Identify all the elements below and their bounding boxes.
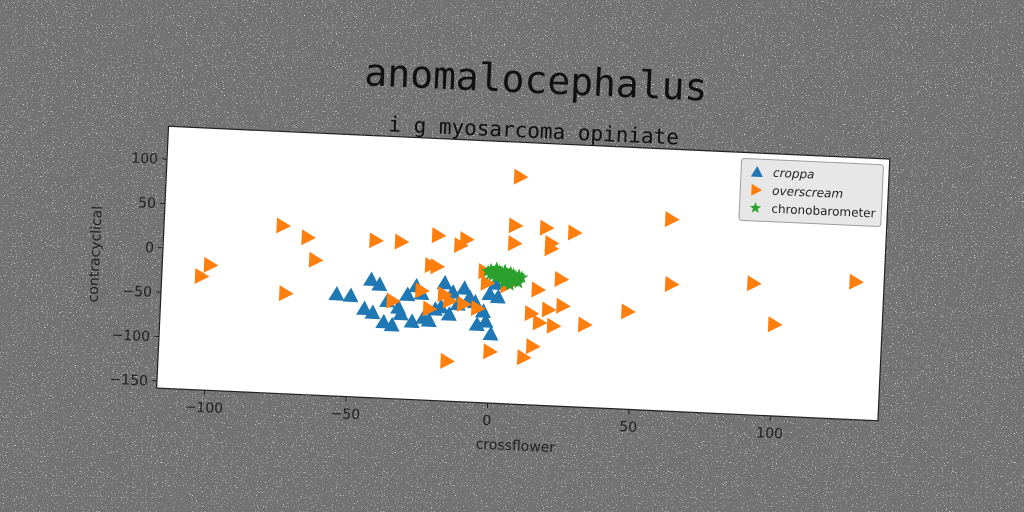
x-axis: −100 −50 0 50 100 (184, 390, 783, 442)
overscream-point (525, 338, 541, 355)
overscream-point (524, 305, 540, 322)
overscream-point (546, 317, 562, 334)
overscream-point (532, 314, 548, 331)
legend-marker-overscream (751, 183, 763, 196)
croppa-point (375, 313, 392, 329)
overscream-point (507, 235, 523, 252)
overscream-point (664, 211, 680, 228)
y-tick-label: 100 (131, 150, 158, 167)
croppa-point (356, 300, 373, 316)
croppa-point (456, 280, 473, 295)
legend-box (738, 157, 884, 228)
overscream-point (746, 275, 762, 292)
croppa-point (399, 286, 416, 302)
overscream-point (577, 316, 593, 333)
overscream-point (431, 227, 447, 244)
croppa-point (390, 299, 407, 315)
overscream-point (415, 282, 430, 299)
series-overscream (194, 168, 864, 369)
y-axis: −150 −100 −50 0 50 100 (109, 150, 168, 390)
overscream-point (453, 237, 469, 254)
legend-label-chronobarometer: chronobarometer (771, 202, 876, 221)
croppa-point (440, 306, 457, 321)
chronobarometer-point (492, 269, 506, 283)
chronobarometer-point (512, 275, 526, 289)
croppa-point (432, 298, 449, 314)
y-tick-label: −150 (109, 372, 148, 390)
overscream-point (567, 224, 583, 241)
overscream-point (849, 273, 864, 290)
overscream-point (554, 270, 570, 287)
croppa-point (487, 275, 504, 291)
x-tick-label: 0 (482, 413, 492, 429)
plot-area (156, 125, 891, 422)
x-tick-label: 50 (619, 419, 638, 436)
overscream-point (301, 229, 317, 246)
croppa-point (371, 276, 388, 292)
croppa-point (415, 309, 432, 325)
y-tick-label: −50 (122, 283, 152, 300)
x-axis-label: crossflower (475, 437, 555, 457)
overscream-point (456, 295, 472, 312)
legend-label-croppa: croppa (773, 166, 815, 182)
overscream-point (767, 316, 783, 333)
overscream-point (513, 168, 529, 185)
overscream-point (539, 219, 555, 236)
chronobarometer-point (503, 277, 517, 291)
overscream-point (516, 349, 532, 366)
legend-marker-croppa (750, 166, 763, 178)
overscream-point (508, 217, 524, 234)
overscream-point (664, 275, 680, 292)
croppa-point (482, 325, 499, 341)
croppa-point (342, 287, 359, 303)
overscream-point (440, 352, 455, 369)
overscream-point (437, 286, 453, 303)
y-tick-label: 50 (138, 195, 157, 212)
overscream-point (541, 301, 557, 318)
overscream-point (544, 234, 560, 251)
croppa-point (363, 271, 380, 287)
croppa-point (364, 304, 381, 320)
overscream-point (480, 274, 496, 291)
croppa-point (468, 316, 485, 332)
croppa-point (477, 313, 494, 328)
overscream-point (470, 300, 486, 317)
legend-label-overscream: overscream (772, 184, 844, 201)
chronobarometer-point (497, 275, 512, 289)
chronobarometer-point (484, 267, 498, 281)
croppa-point (328, 285, 345, 301)
croppa-point (474, 303, 491, 319)
croppa-point (436, 274, 453, 290)
overscream-point (386, 292, 402, 309)
overscream-point (531, 281, 547, 298)
croppa-point (383, 316, 400, 332)
overscream-point (278, 285, 294, 302)
overscream-point (483, 343, 498, 360)
overscream-point (424, 257, 440, 274)
croppa-point (481, 285, 498, 301)
y-axis-label: contracyclical (85, 206, 105, 303)
overscream-point (394, 233, 410, 250)
croppa-point (489, 288, 506, 304)
y-tick-label: 0 (145, 240, 155, 256)
overscream-point (369, 232, 384, 249)
x-tick-label: 100 (756, 425, 783, 442)
croppa-point (403, 313, 420, 329)
y-tick-label: −100 (111, 327, 150, 345)
overscream-point (203, 256, 219, 273)
series-chronobarometer (481, 261, 529, 291)
x-tick-label: −100 (184, 399, 223, 417)
scatter-marks (194, 168, 864, 369)
overscream-point (422, 300, 438, 317)
overscream-point (276, 217, 292, 234)
overscream-point (556, 297, 571, 314)
overscream-point (194, 267, 210, 284)
legend-marker-chronobarometer (749, 201, 762, 213)
overscream-point (308, 251, 324, 268)
overscream-point (621, 303, 636, 320)
x-tick-label: −50 (330, 406, 360, 423)
